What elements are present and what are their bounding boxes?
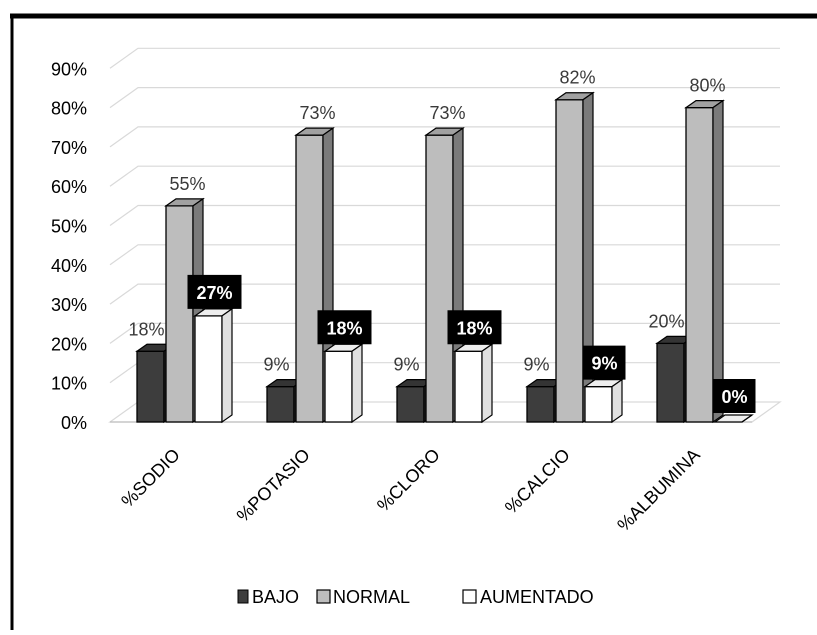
bar-side-normal-albumina bbox=[712, 99, 724, 424]
bar-side-aumentado-sodio bbox=[221, 307, 233, 424]
data-label-normal-sodio: 55% bbox=[169, 174, 205, 194]
y-tick-label: 40% bbox=[51, 256, 87, 276]
data-label-bajo-albumina: 20% bbox=[648, 311, 684, 331]
y-axis: 0% 10% 20% 30% 40% 50% 60% 70% 80% 90% bbox=[51, 59, 87, 433]
x-tick-label-potasio: %POTASIO bbox=[233, 445, 314, 526]
gridline bbox=[109, 86, 780, 109]
legend-swatch-bajo bbox=[237, 589, 249, 604]
y-tick-label: 80% bbox=[51, 99, 87, 119]
bar-side-aumentado-potasio bbox=[351, 343, 363, 424]
bar-aumentado-potasio bbox=[324, 350, 353, 423]
bar-bajo-albumina bbox=[656, 342, 685, 423]
data-label-box-aumentado-cloro bbox=[447, 310, 502, 345]
legend-label-bajo: BAJO bbox=[252, 587, 299, 607]
data-label-box-aumentado-calcio bbox=[583, 345, 626, 380]
bar-normal-potasio bbox=[295, 134, 324, 423]
data-label-normal-albumina: 80% bbox=[689, 76, 725, 96]
legend: BAJO NORMAL AUMENTADO bbox=[237, 587, 594, 607]
bar-aumentado-sodio bbox=[194, 315, 223, 423]
data-label-aumentado-sodio: 27% bbox=[196, 283, 232, 303]
data-label-box-aumentado-potasio bbox=[317, 310, 372, 345]
bar-bajo-cloro bbox=[396, 385, 425, 423]
data-label-normal-cloro: 73% bbox=[429, 103, 465, 123]
data-label-bajo-potasio: 9% bbox=[263, 355, 289, 375]
data-label-bajo-cloro: 9% bbox=[393, 355, 419, 375]
legend-label-normal: NORMAL bbox=[333, 587, 410, 607]
y-tick-label: 70% bbox=[51, 138, 87, 158]
bar-side-aumentado-cloro bbox=[481, 343, 493, 424]
bars bbox=[135, 91, 754, 424]
y-tick-label: 20% bbox=[51, 334, 87, 354]
data-label-aumentado-calcio: 9% bbox=[591, 354, 617, 374]
data-label-box-aumentado-albumina bbox=[713, 379, 756, 413]
y-tick-label: 50% bbox=[51, 217, 87, 237]
x-tick-label-calcio: %CALCIO bbox=[501, 445, 574, 518]
bar-side-aumentado-albumina bbox=[741, 414, 753, 423]
data-labels: 18% 55% 27% 9% 73% 18% 9% 73% 18% 9% 82% 9% 20% 80% 0% bbox=[128, 68, 756, 413]
bar-normal-cloro bbox=[425, 134, 454, 423]
legend-label-aumentado: AUMENTADO bbox=[480, 587, 594, 607]
data-label-aumentado-potasio: 18% bbox=[326, 318, 362, 338]
data-label-aumentado-cloro: 18% bbox=[456, 318, 492, 338]
x-tick-label-albumina: %ALBUMINA bbox=[613, 445, 704, 536]
x-tick-label-sodio: %SODIO bbox=[117, 445, 183, 511]
data-label-box-aumentado-sodio bbox=[187, 274, 242, 309]
data-label-normal-potasio: 73% bbox=[299, 103, 335, 123]
data-label-bajo-sodio: 18% bbox=[128, 319, 164, 339]
y-tick-label: 60% bbox=[51, 177, 87, 197]
data-label-normal-calcio: 82% bbox=[559, 68, 595, 88]
bar-normal-sodio bbox=[165, 205, 194, 423]
x-tick-label-cloro: %CLORO bbox=[373, 445, 444, 516]
bar-aumentado-calcio bbox=[584, 385, 613, 423]
bar-bajo-calcio bbox=[526, 385, 555, 423]
data-label-aumentado-albumina: 0% bbox=[721, 387, 747, 407]
bar-side-aumentado-calcio bbox=[611, 378, 623, 424]
y-tick-label: 30% bbox=[51, 295, 87, 315]
legend-swatch-normal bbox=[316, 589, 331, 604]
gridline bbox=[109, 47, 780, 69]
y-tick-label: 0% bbox=[61, 413, 87, 433]
data-label-bajo-calcio: 9% bbox=[523, 355, 549, 375]
bar-normal-calcio bbox=[555, 99, 584, 423]
bar-bajo-sodio bbox=[136, 350, 165, 423]
y-tick-label: 10% bbox=[51, 374, 87, 394]
bar-normal-albumina bbox=[685, 106, 714, 423]
bar-bajo-potasio bbox=[266, 385, 295, 423]
legend-swatch-aumentado bbox=[462, 589, 477, 604]
x-axis: %SODIO %POTASIO %CLORO %CALCIO %ALBUMINA bbox=[117, 445, 703, 536]
gridlines bbox=[109, 47, 780, 384]
bar-aumentado-cloro bbox=[454, 350, 483, 423]
y-tick-label: 90% bbox=[51, 59, 87, 79]
